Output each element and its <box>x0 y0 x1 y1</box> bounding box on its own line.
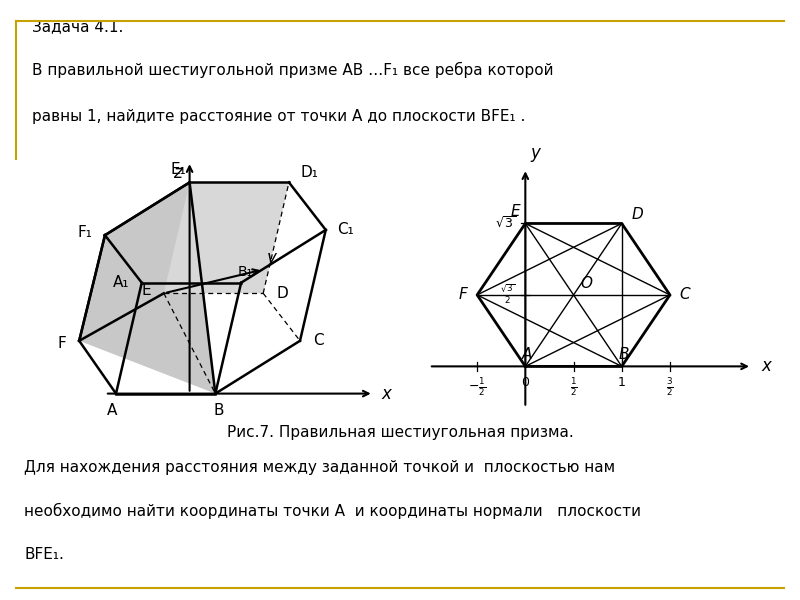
Text: y: y <box>267 249 277 267</box>
Text: $\frac{\sqrt{3}}{2}$: $\frac{\sqrt{3}}{2}$ <box>500 283 516 307</box>
Text: O: O <box>580 276 592 291</box>
Text: A: A <box>522 347 533 362</box>
Text: Для нахождения расстояния между заданной точкой и  плоскостью нам: Для нахождения расстояния между заданной… <box>24 460 615 475</box>
Text: $\frac{3}{2}$: $\frac{3}{2}$ <box>666 376 674 398</box>
Text: D₁: D₁ <box>300 165 318 180</box>
Polygon shape <box>164 182 289 293</box>
Text: C: C <box>679 287 690 302</box>
Text: F: F <box>458 287 467 302</box>
Text: E: E <box>142 283 151 298</box>
Text: Задача 4.1.: Задача 4.1. <box>32 19 123 34</box>
Text: C: C <box>313 334 323 348</box>
Text: $-\frac{1}{2}$: $-\frac{1}{2}$ <box>468 376 486 398</box>
Text: y: y <box>530 144 540 162</box>
Text: В правильной шестиугольной призме АВ …F₁ все ребра которой: В правильной шестиугольной призме АВ …F₁… <box>32 62 554 78</box>
Text: необходимо найти координаты точки А  и координаты нормали   плоскости: необходимо найти координаты точки А и ко… <box>24 503 641 520</box>
Text: B: B <box>214 403 224 418</box>
Text: равны 1, найдите расстояние от точки А до плоскости ВFE₁ .: равны 1, найдите расстояние от точки А д… <box>32 109 526 124</box>
Polygon shape <box>79 182 215 394</box>
Text: F₁: F₁ <box>78 225 92 240</box>
Text: 1: 1 <box>618 376 626 389</box>
Text: D: D <box>631 207 643 222</box>
Text: D: D <box>276 286 288 301</box>
Text: E: E <box>511 205 521 220</box>
Text: A₁: A₁ <box>112 275 129 290</box>
Text: x: x <box>762 358 771 376</box>
Text: ВFE₁.: ВFE₁. <box>24 547 64 562</box>
Text: $\sqrt{3}$: $\sqrt{3}$ <box>494 216 516 231</box>
Text: B: B <box>618 347 629 362</box>
Text: x: x <box>381 385 391 403</box>
Text: z: z <box>174 164 182 182</box>
Text: B₁: B₁ <box>238 265 253 279</box>
Text: Рис.7. Правильная шестиугольная призма.: Рис.7. Правильная шестиугольная призма. <box>226 425 574 439</box>
Text: C₁: C₁ <box>337 223 354 238</box>
Text: $\frac{1}{2}$: $\frac{1}{2}$ <box>570 376 578 398</box>
Text: 0: 0 <box>522 376 530 389</box>
Text: A: A <box>107 403 118 418</box>
Text: F: F <box>58 336 66 351</box>
Text: E₁: E₁ <box>170 162 186 177</box>
